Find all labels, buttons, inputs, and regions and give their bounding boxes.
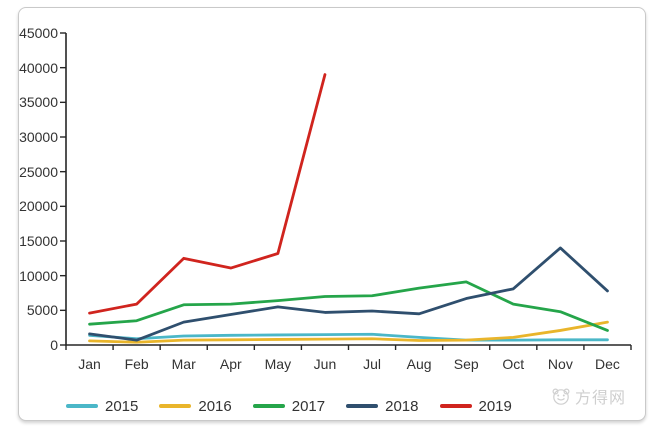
- x-axis-month-label: Dec: [595, 356, 620, 372]
- watermark: 方得网: [551, 385, 626, 407]
- series-line-2016: [88, 320, 609, 344]
- series-line-2017: [88, 280, 609, 332]
- x-axis-month-label: Nov: [547, 356, 573, 372]
- x-axis-month-label: Feb: [124, 356, 149, 372]
- y-axis-tick-label: 10000: [19, 267, 58, 284]
- axes: [65, 33, 631, 346]
- legend-label-2018: 2018: [385, 397, 419, 415]
- y-axis-tick-label: 25000: [19, 163, 58, 180]
- legend-label-2016: 2016: [198, 397, 232, 415]
- x-axis-month-label: Jan: [78, 356, 101, 372]
- legend-item-2017: 2017: [252, 397, 326, 415]
- y-axis-tick-label: 0: [50, 337, 58, 353]
- chart-card: [18, 7, 646, 421]
- fangde-logo-icon: [552, 388, 570, 405]
- x-axis-month-label: Apr: [219, 356, 242, 372]
- legend-swatch-2018: [346, 404, 379, 408]
- series-line-2015: [88, 332, 609, 342]
- x-axis-month-label: May: [264, 356, 292, 372]
- chart-legend: 2015 2016 2017 2018 2019: [66, 396, 512, 416]
- y-axis-tick-label: 40000: [19, 59, 58, 76]
- y-axis-tick-label: 15000: [19, 233, 58, 249]
- legend-item-2018: 2018: [346, 397, 419, 415]
- legend-label-2017: 2017: [291, 397, 326, 415]
- y-axis-tick-label: 45000: [19, 25, 58, 41]
- series-line-2019: [88, 73, 327, 315]
- y-axis-tick-label: 35000: [19, 94, 58, 111]
- legend-item-2016: 2016: [159, 397, 232, 415]
- y-axis-tick-label: 5000: [26, 302, 58, 319]
- legend-item-2019: 2019: [439, 397, 512, 415]
- y-axis-tick-label: 30000: [19, 129, 58, 145]
- legend-swatch-2016: [159, 404, 192, 408]
- legend-label-2019: 2019: [478, 397, 512, 415]
- x-axis-month-label: Oct: [502, 356, 525, 372]
- x-axis-month-label: Aug: [406, 356, 432, 372]
- legend-swatch-2019: [439, 404, 472, 408]
- legend-item-2015: 2015: [66, 398, 138, 415]
- series-line-2018: [88, 246, 609, 342]
- x-axis-month-label: Sep: [453, 356, 479, 372]
- x-axis-month-label: Mar: [171, 356, 196, 372]
- x-axis-month-label: Jul: [363, 356, 381, 372]
- x-axis-month-label: Jun: [313, 356, 337, 372]
- legend-swatch-2017: [252, 404, 285, 408]
- legend-swatch-2015: [66, 404, 98, 408]
- y-axis-tick-label: 20000: [19, 198, 58, 215]
- watermark-text: 方得网: [575, 390, 627, 407]
- legend-label-2015: 2015: [105, 397, 139, 415]
